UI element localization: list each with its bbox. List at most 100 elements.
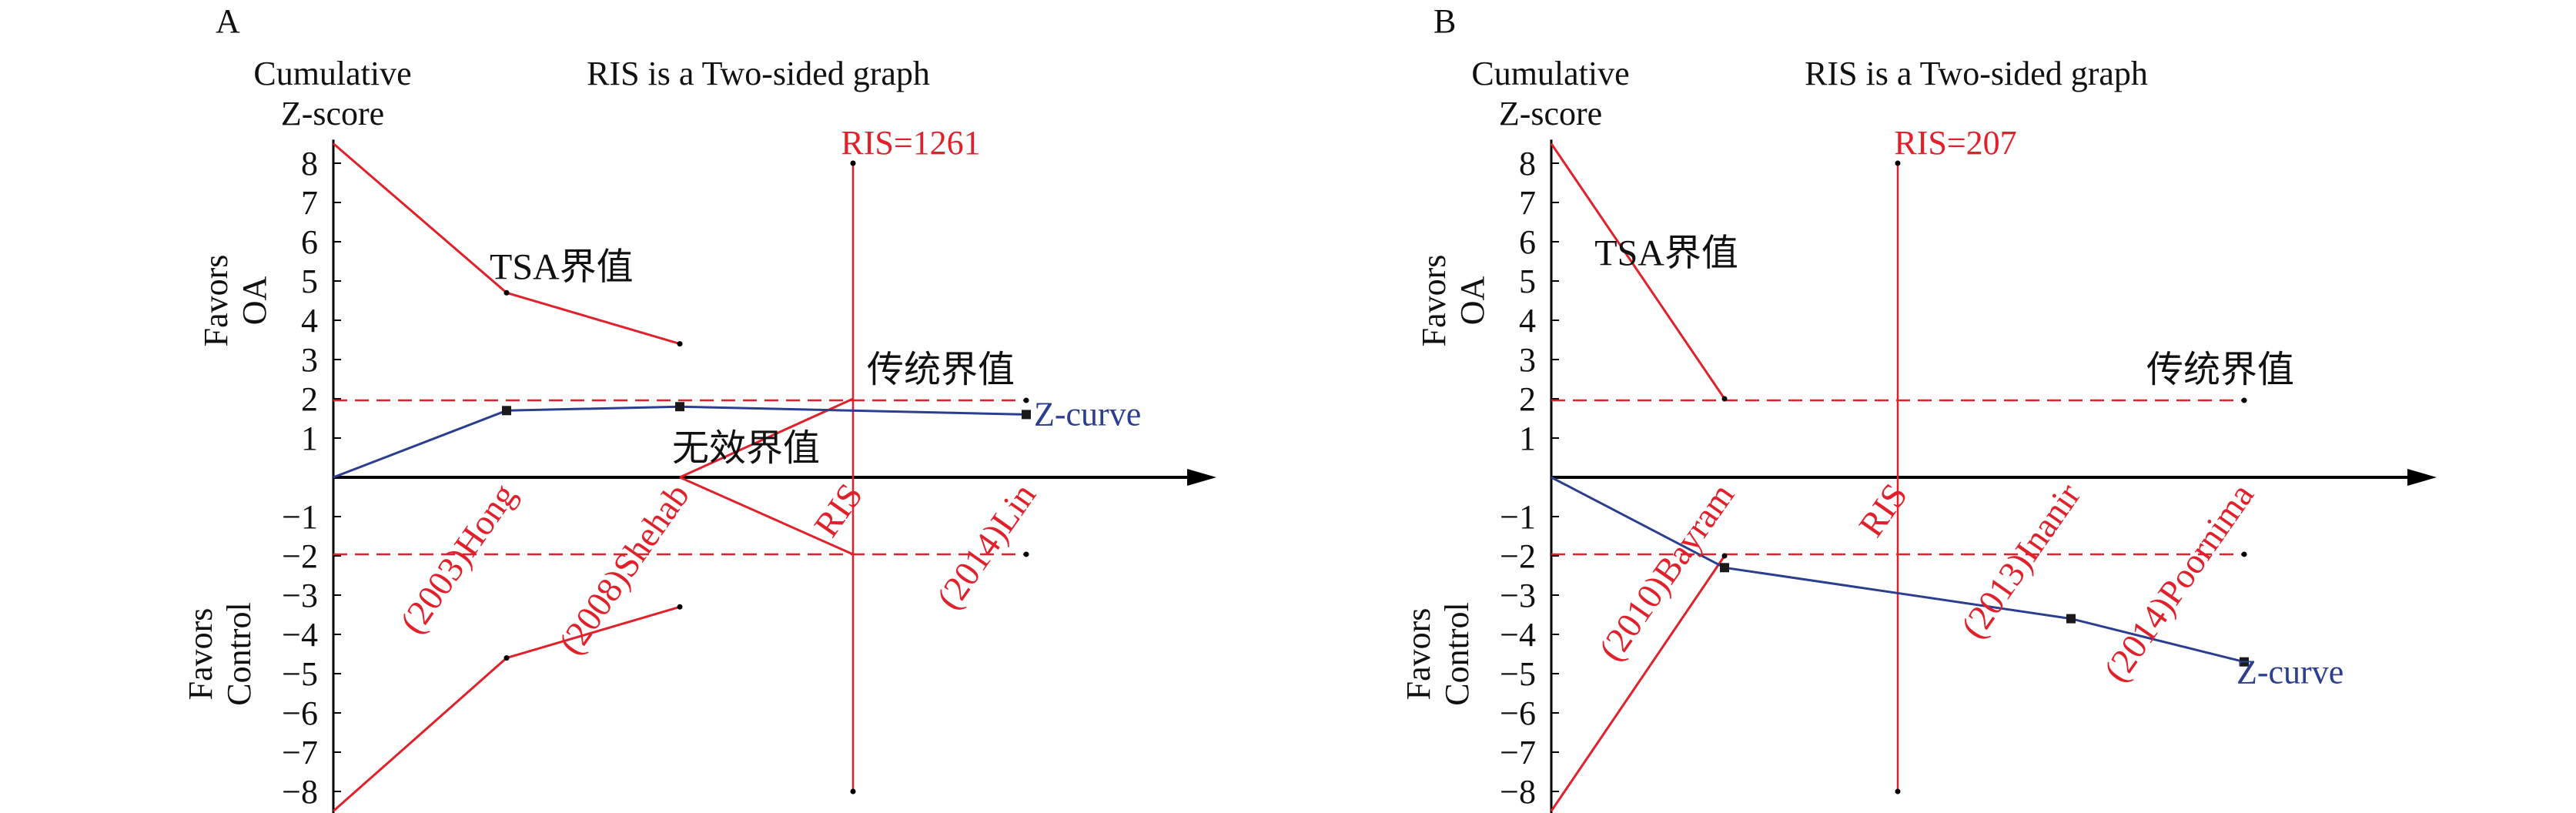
- y-tick-label: 6: [301, 223, 318, 261]
- ris-end-dot: [1895, 788, 1901, 795]
- ris-axis-label: RIS: [806, 476, 870, 544]
- conventional-boundary-label: 传统界值: [2146, 350, 2294, 390]
- z-curve-point: [502, 406, 511, 416]
- tsa-boundary-lower: [333, 605, 681, 812]
- study-label: (2014)Lin: [928, 476, 1043, 616]
- y-tick-label: −7: [1500, 734, 1536, 771]
- conventional-end-dot: [1023, 551, 1029, 557]
- chart-title: RIS is a Two-sided graph: [587, 55, 930, 92]
- y-tick-label: 1: [1519, 420, 1536, 457]
- y-tick-label: 5: [301, 263, 318, 300]
- z-curve-point: [2066, 614, 2076, 624]
- y-tick-label: −5: [282, 655, 318, 693]
- panel-label: B: [1434, 2, 1456, 40]
- y-tick-label: −6: [1500, 694, 1536, 732]
- y-tick-label: −2: [282, 537, 318, 575]
- x-axis-arrow: [2407, 469, 2437, 486]
- y-tick-label: −8: [282, 773, 318, 811]
- x-axis-arrow: [1187, 469, 1216, 486]
- z-curve-point: [2240, 657, 2249, 667]
- ris-label: RIS=1261: [841, 124, 980, 162]
- y-tick-label: −1: [1500, 498, 1536, 536]
- y-axis-label-line2: Z-score: [281, 95, 384, 132]
- tsa-point: [503, 655, 510, 661]
- y-tick-label: 8: [301, 145, 318, 182]
- chart-title: RIS is a Two-sided graph: [1805, 55, 2148, 92]
- z-curve-point: [1720, 563, 1729, 573]
- y-tick-label: −2: [1500, 537, 1536, 575]
- y-tick-label: −3: [282, 577, 318, 614]
- z-curve-label: Z-curve: [1034, 395, 1141, 433]
- favors-bottom-label: FavorsControl: [182, 602, 258, 705]
- y-tick-label: 3: [1519, 341, 1536, 379]
- conventional-end-dot: [2241, 551, 2247, 557]
- tsa-point: [503, 289, 510, 296]
- tsa-boundary-label: TSA界值: [490, 246, 634, 287]
- y-tick-label: −6: [282, 694, 318, 732]
- favors-top-line1: Favors: [197, 255, 235, 347]
- tsa-point: [677, 341, 683, 347]
- y-tick-label: −8: [1500, 773, 1536, 811]
- y-tick-label: 7: [1519, 184, 1536, 222]
- z-curve-line: [1551, 476, 2245, 664]
- tsa-point: [1721, 553, 1728, 559]
- tsa-point: [1721, 396, 1728, 402]
- futility-boundary-lower: [679, 476, 854, 556]
- z-curve-label: Z-curve: [2236, 654, 2343, 691]
- z-curve-point: [1022, 410, 1031, 420]
- y-tick-label: 1: [301, 420, 318, 457]
- panel-label: A: [216, 2, 240, 40]
- conventional-end-dot: [1023, 397, 1029, 403]
- y-tick-label: 2: [1519, 380, 1536, 418]
- study-label: (2003)Hong: [392, 476, 524, 640]
- favors-bottom-line1: Favors: [182, 608, 219, 701]
- y-tick-label: 8: [1519, 145, 1536, 182]
- tsa-boundary-label: TSA界值: [1594, 233, 1738, 274]
- y-tick-label: −4: [282, 616, 318, 654]
- z-curve-point: [675, 402, 684, 412]
- favors-top-label: FavorsOA: [1415, 255, 1491, 347]
- ris-end-dot: [1895, 160, 1901, 166]
- y-tick-label: −1: [282, 498, 318, 536]
- y-tick-label: −3: [1500, 577, 1536, 614]
- ris-label: RIS=207: [1894, 124, 2016, 162]
- tsa-boundary-upper: [333, 142, 681, 346]
- tsa-boundary-lower: [1550, 555, 1726, 812]
- y-tick-label: 4: [1519, 302, 1536, 340]
- y-tick-label: 6: [1519, 223, 1536, 261]
- favors-top-line2: OA: [236, 276, 273, 326]
- y-axis-label-line1: Cumulative: [253, 55, 411, 92]
- y-tick-label: 2: [301, 380, 318, 418]
- favors-bottom-line2: Control: [1438, 602, 1476, 705]
- favors-bottom-line2: Control: [220, 602, 258, 705]
- y-tick-label: 7: [301, 184, 318, 222]
- favors-bottom-line1: Favors: [1400, 608, 1437, 701]
- tsa-point: [677, 604, 683, 610]
- conventional-end-dot: [2241, 397, 2247, 403]
- study-label: (2008)Shehab: [550, 476, 697, 661]
- y-axis-label-line1: Cumulative: [1471, 55, 1629, 92]
- y-tick-label: 5: [1519, 263, 1536, 300]
- y-axis-label-line2: Z-score: [1499, 95, 1602, 132]
- favors-top-line1: Favors: [1415, 255, 1453, 347]
- favors-top-label: FavorsOA: [197, 255, 273, 347]
- y-tick-label: 3: [301, 341, 318, 379]
- tsa-boundary-upper: [1550, 142, 1726, 400]
- ris-end-dot: [850, 160, 856, 166]
- ris-axis-label: RIS: [1851, 476, 1915, 544]
- favors-bottom-label: FavorsControl: [1400, 602, 1476, 705]
- futility-boundary-label: 无效界值: [672, 428, 820, 469]
- conventional-boundary-label: 传统界值: [867, 350, 1015, 390]
- z-curve-line: [333, 405, 1027, 479]
- y-tick-label: −7: [282, 734, 318, 771]
- ris-end-dot: [850, 788, 856, 795]
- y-tick-label: −4: [1500, 616, 1536, 654]
- y-tick-label: 4: [301, 302, 318, 340]
- futility-boundary-upper: [679, 397, 854, 479]
- y-tick-label: −5: [1500, 655, 1536, 693]
- favors-top-line2: OA: [1454, 276, 1491, 326]
- study-label: (2010)Bayram: [1591, 476, 1742, 667]
